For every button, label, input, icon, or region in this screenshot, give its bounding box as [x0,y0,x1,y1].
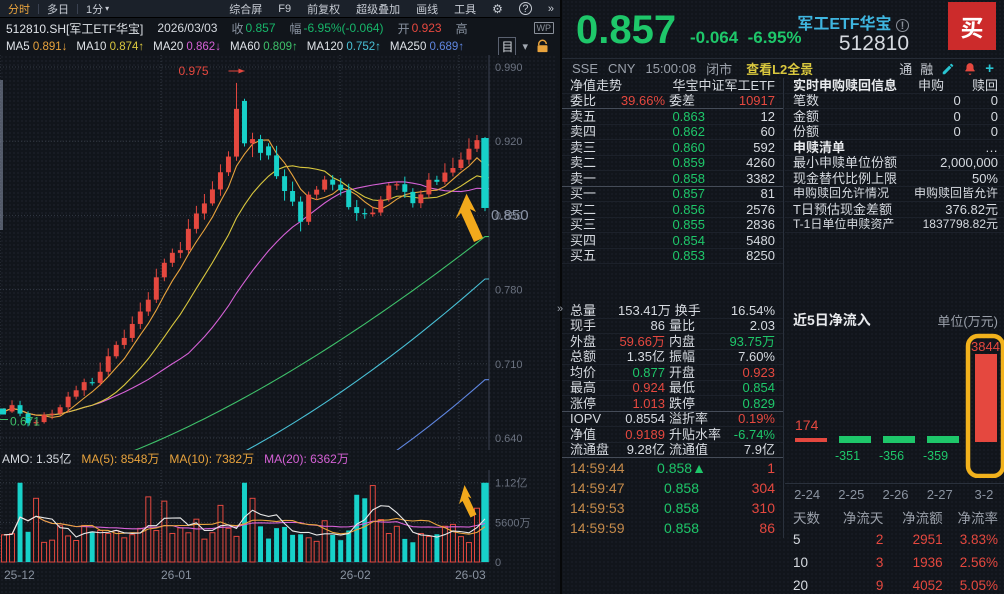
svg-text:25-12: 25-12 [4,568,35,582]
svg-text:0.990: 0.990 [495,62,523,74]
svg-text:5600万: 5600万 [495,517,530,529]
svg-text:0.671: 0.671 [10,415,40,429]
svg-text:0: 0 [495,557,501,569]
svg-text:26-01: 26-01 [161,568,192,582]
svg-text:-356: -356 [879,449,904,463]
svg-text:26-03: 26-03 [455,568,486,582]
svg-text:-359: -359 [923,449,948,463]
svg-text:0.780: 0.780 [495,285,523,297]
svg-text:1.12亿: 1.12亿 [495,477,527,490]
svg-text:-351: -351 [835,449,860,463]
svg-text:174: 174 [795,417,819,433]
svg-text:0.710: 0.710 [495,359,523,371]
svg-text:0.920: 0.920 [495,136,523,148]
svg-text:0.975: 0.975 [178,64,208,78]
svg-text:26-02: 26-02 [340,568,371,582]
svg-text:0.640: 0.640 [495,433,523,445]
svg-text:3844: 3844 [971,339,1000,354]
svg-text:0.850: 0.850 [491,207,529,224]
